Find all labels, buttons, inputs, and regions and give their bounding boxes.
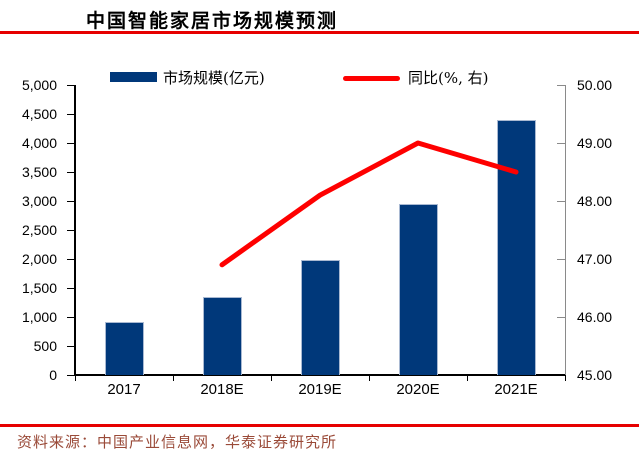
left-axis-tick-label: 5,000 xyxy=(21,77,57,93)
x-axis-tick xyxy=(466,375,468,381)
right-axis-tick-label: 46.00 xyxy=(577,309,613,325)
left-axis-tick-label: 2,500 xyxy=(21,222,57,238)
market-size-bar xyxy=(104,322,144,375)
left-axis-tick-label: 500 xyxy=(33,338,57,354)
market-size-bar xyxy=(398,203,438,375)
x-axis-tick xyxy=(368,375,370,381)
right-axis-tick-label: 48.00 xyxy=(577,193,613,209)
x-axis-category-label: 2021E xyxy=(494,381,538,398)
right-axis-tick xyxy=(557,200,565,202)
legend-item-yoy: 同比(%, 右) xyxy=(408,69,489,87)
market-size-bar xyxy=(496,119,536,375)
x-axis-category-label: 2019E xyxy=(298,381,342,398)
left-axis-tick xyxy=(67,200,75,202)
right-axis-tick xyxy=(557,142,565,144)
x-axis-tick xyxy=(564,375,566,381)
right-axis-tick-label: 49.00 xyxy=(577,135,613,151)
legend-item-market-size: 市场规模(亿元) xyxy=(163,69,265,87)
yoy-line xyxy=(219,140,519,268)
right-axis-line xyxy=(564,85,566,375)
left-axis-tick-label: 4,500 xyxy=(21,106,57,122)
left-axis-tick xyxy=(67,316,75,318)
top-red-rule xyxy=(0,31,639,34)
x-axis-category-label: 2018E xyxy=(200,381,244,398)
left-axis-tick xyxy=(67,84,75,86)
x-axis-tick xyxy=(74,375,76,381)
chart-title: 中国智能家居市场规模预测 xyxy=(85,10,338,32)
left-axis-tick xyxy=(67,113,75,115)
x-axis-tick xyxy=(172,375,174,381)
left-axis-line xyxy=(74,85,76,375)
left-axis-tick-label: 4,000 xyxy=(21,135,57,151)
left-axis-tick-label: 1,500 xyxy=(21,280,57,296)
left-axis-tick xyxy=(67,171,75,173)
bottom-red-rule xyxy=(0,424,639,427)
legend-line-swatch xyxy=(343,76,400,81)
right-axis-tick xyxy=(557,316,565,318)
left-axis-tick-label: 1,000 xyxy=(21,309,57,325)
right-axis-tick-label: 45.00 xyxy=(577,367,613,383)
x-axis-category-label: 2017 xyxy=(107,381,141,398)
x-axis-category-label: 2020E xyxy=(396,381,440,398)
right-axis-tick-label: 47.00 xyxy=(577,251,613,267)
left-axis-tick-label: 0 xyxy=(49,367,57,383)
left-axis-tick xyxy=(67,287,75,289)
left-axis-tick xyxy=(67,142,75,144)
left-axis-tick-label: 2,000 xyxy=(21,251,57,267)
right-axis-tick xyxy=(557,84,565,86)
legend-bar-swatch xyxy=(110,72,157,82)
source-note: 资料来源：中国产业信息网，华泰证券研究所 xyxy=(17,433,338,451)
left-axis-tick xyxy=(67,258,75,260)
left-axis-tick xyxy=(67,229,75,231)
left-axis-tick xyxy=(67,374,75,376)
right-axis-tick-label: 50.00 xyxy=(577,77,613,93)
x-axis-tick xyxy=(270,375,272,381)
left-axis-tick xyxy=(67,345,75,347)
left-axis-tick-label: 3,500 xyxy=(21,164,57,180)
right-axis-tick xyxy=(557,258,565,260)
market-size-bar xyxy=(300,259,340,375)
market-size-bar xyxy=(202,297,242,375)
left-axis-tick-label: 3,000 xyxy=(21,193,57,209)
